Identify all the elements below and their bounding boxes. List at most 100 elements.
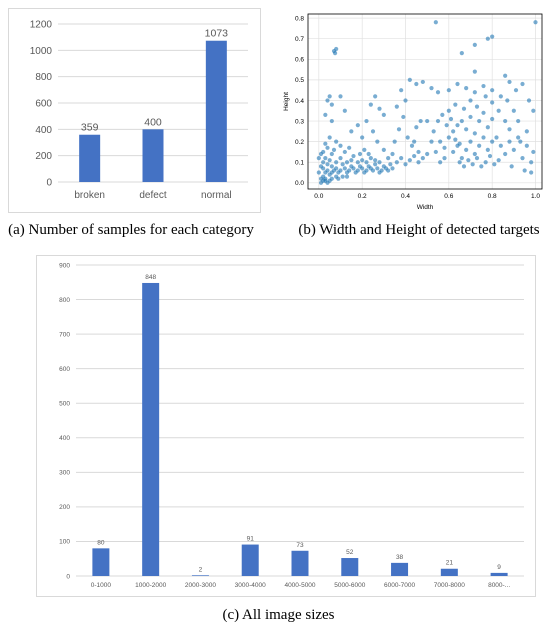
- scatter-point: [509, 164, 514, 169]
- x-tick-label: 5000-6000: [334, 582, 365, 589]
- scatter-point: [329, 118, 334, 124]
- scatter-point: [533, 20, 538, 25]
- scatter-point: [329, 164, 334, 169]
- x-tick-label: 0.8: [488, 193, 497, 200]
- scatter-point: [407, 158, 412, 163]
- scatter-point: [329, 176, 334, 181]
- y-axis-label: Height: [283, 92, 290, 111]
- data-label: 21: [446, 560, 454, 567]
- scatter-point: [529, 160, 534, 165]
- bar: [440, 568, 458, 576]
- scatter-point: [377, 106, 382, 111]
- x-tick-label: 3000-4000: [235, 582, 266, 589]
- scatter-point: [446, 108, 451, 113]
- scatter-point: [468, 98, 473, 103]
- scatter-point: [472, 69, 477, 74]
- scatter-point: [370, 129, 376, 134]
- scatter-point: [349, 158, 354, 163]
- y-tick-label: 1200: [30, 20, 53, 31]
- scatter-point: [485, 36, 490, 41]
- y-tick-label: 100: [59, 539, 70, 546]
- scatter-point: [472, 90, 477, 95]
- scatter-point: [325, 98, 330, 103]
- scatter-point: [425, 118, 430, 124]
- scatter-point: [503, 73, 508, 78]
- scatter-point: [331, 147, 337, 152]
- scatter-point: [490, 88, 495, 93]
- scatter-point: [409, 143, 415, 148]
- scatter-point: [416, 149, 421, 155]
- scatter-point: [381, 147, 386, 152]
- scatter-point: [390, 151, 395, 157]
- scatter-point: [496, 108, 501, 113]
- scatter-point: [373, 158, 378, 163]
- bar: [142, 129, 164, 182]
- scatter-point: [435, 90, 441, 95]
- data-label: 848: [145, 274, 156, 281]
- bar: [79, 134, 101, 182]
- caption-a: (a) Number of samples for each category: [8, 222, 254, 238]
- scatter-point: [459, 51, 464, 56]
- scatter-point: [425, 151, 430, 157]
- scatter-point: [461, 106, 467, 111]
- scatter-point: [431, 129, 436, 134]
- scatter-point: [360, 166, 365, 171]
- scatter-point: [362, 147, 367, 152]
- x-tick-label: 1000-2000: [135, 582, 166, 589]
- scatter-point: [520, 156, 525, 161]
- scatter-point: [474, 156, 480, 161]
- scatter-point: [442, 145, 447, 150]
- scatter-point: [511, 108, 516, 113]
- y-tick-label: 200: [59, 504, 70, 511]
- scatter-point: [481, 135, 486, 140]
- scatter-point: [418, 118, 423, 124]
- scatter-point: [325, 145, 330, 150]
- scatter-point: [457, 160, 462, 165]
- scatter-point: [388, 162, 393, 167]
- scatter-point: [492, 162, 497, 167]
- scatter-point: [451, 129, 456, 134]
- scatter-point: [440, 112, 445, 117]
- x-tick-label: 2000-3000: [185, 582, 216, 589]
- scatter-point: [336, 176, 341, 181]
- scatter-point: [412, 139, 417, 144]
- y-tick-label: 0: [66, 573, 70, 580]
- x-tick-label: defect: [139, 190, 166, 201]
- scatter-point: [433, 149, 438, 155]
- scatter-point: [323, 112, 328, 117]
- scatter-point: [342, 166, 347, 171]
- scatter-point: [472, 151, 477, 157]
- scatter-point: [464, 127, 469, 132]
- scatter-point: [472, 131, 477, 136]
- scatter-point: [468, 139, 473, 144]
- scatter-point: [407, 77, 412, 82]
- y-tick-label: 0.8: [295, 15, 304, 22]
- y-tick-label: 200: [35, 151, 52, 162]
- y-tick-label: 0.7: [295, 36, 304, 43]
- scatter-point: [396, 127, 402, 132]
- scatter-point: [357, 151, 363, 157]
- scatter-point: [368, 156, 373, 161]
- y-tick-label: 0.1: [295, 160, 304, 167]
- y-tick-label: 0.4: [295, 98, 304, 105]
- y-tick-label: 0.0: [295, 180, 304, 187]
- scatter-point: [364, 168, 369, 173]
- scatter-point: [457, 141, 462, 146]
- scatter-point: [464, 86, 469, 91]
- scatter-point: [412, 153, 417, 159]
- y-tick-label: 600: [35, 99, 52, 110]
- scatter-point: [438, 160, 443, 165]
- data-label: 80: [97, 539, 105, 546]
- scatter-point: [479, 164, 484, 169]
- scatter-point: [455, 81, 460, 87]
- scatter-point: [340, 162, 345, 167]
- x-tick-label: 0.4: [401, 193, 410, 200]
- scatter-point: [485, 125, 490, 130]
- scatter-point: [392, 139, 397, 144]
- scatter-point: [477, 118, 482, 124]
- scatter-point: [529, 170, 534, 175]
- scatter-point: [323, 156, 328, 161]
- scatter-point: [338, 168, 343, 173]
- scatter-point: [386, 168, 391, 173]
- scatter-point: [334, 166, 339, 171]
